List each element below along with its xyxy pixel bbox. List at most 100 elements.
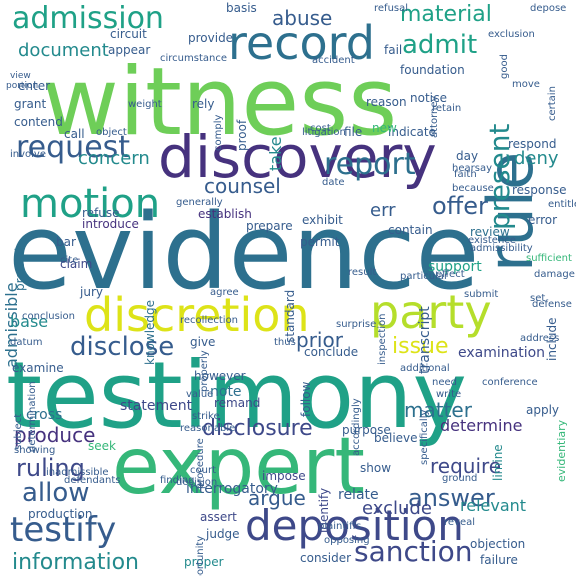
word-specifically: specifically — [419, 409, 430, 465]
word-accident: accident — [312, 55, 355, 66]
word-notice: notice — [410, 91, 447, 105]
word-statement: statement — [120, 398, 193, 414]
word-limine: limine — [491, 444, 505, 481]
word-request: request — [16, 130, 131, 165]
word-day: day — [456, 149, 479, 163]
word-move: move — [512, 79, 540, 90]
word-damage: damage — [534, 269, 575, 280]
word-examine: examine — [12, 361, 64, 375]
word-entitle: entitle — [548, 199, 576, 210]
word-determination: determination — [27, 381, 38, 452]
word-standard: standard — [283, 289, 297, 343]
word-surprise: surprise — [336, 319, 377, 330]
word-however: however — [194, 369, 246, 383]
word-new: new — [372, 121, 397, 135]
word-cite: cite — [60, 255, 79, 266]
word-cost: cost — [310, 123, 331, 134]
word-respond: respond — [508, 137, 557, 151]
word-rely: rely — [192, 97, 215, 111]
word-inspection: inspection — [377, 313, 388, 365]
word-review: review — [470, 225, 510, 239]
word-thus: thus — [274, 337, 296, 348]
word-failure: failure — [480, 553, 518, 567]
word-litigation: litigation — [302, 127, 346, 138]
word-defense: defense — [532, 299, 572, 310]
word-knowledge: knowledge — [143, 299, 157, 365]
word-fail: fail — [384, 43, 403, 57]
word-assert: assert — [200, 510, 237, 524]
word-witness: witness — [42, 48, 398, 157]
word-refuse: refuse — [82, 206, 120, 220]
word-particular: particular — [400, 271, 449, 282]
word-defendants: defendants — [64, 475, 121, 486]
word-report: report — [324, 147, 416, 182]
word-decision: decision — [176, 477, 218, 488]
word-permit: permit — [300, 235, 340, 249]
word-contain: contain — [388, 223, 433, 237]
word-counsel: counsel — [204, 174, 281, 198]
word-set: set — [530, 293, 546, 304]
word-foundation: foundation — [400, 63, 465, 77]
word-determine: determine — [440, 416, 523, 435]
word-argue: argue — [248, 486, 306, 510]
word-recollection: recollection — [180, 315, 239, 326]
word-pretrial: pretrial — [13, 247, 27, 291]
word-production: production — [28, 507, 93, 521]
word-discretion: discretion — [84, 288, 310, 342]
word-require: require — [430, 454, 502, 478]
word-motion: motion — [20, 181, 161, 227]
word-opportunity: opportunity — [195, 535, 206, 576]
word-certain: certain — [547, 86, 558, 121]
word-file: file — [344, 125, 363, 139]
word-cross: cross — [26, 407, 63, 423]
word-showing: showing — [14, 445, 56, 456]
word-issue: issue — [392, 334, 449, 359]
word-weight: weight — [128, 99, 162, 110]
word-support: support — [428, 259, 482, 275]
word-result: result — [348, 267, 377, 278]
word-date: date — [322, 177, 345, 188]
word-value: value — [186, 389, 214, 400]
word-sanction: sanction — [354, 535, 473, 568]
word-judge: judge — [206, 527, 240, 541]
word-call: call — [64, 127, 85, 141]
word-prior: prior — [296, 328, 343, 352]
word-effect: effect — [436, 269, 465, 280]
word-claim: claim — [60, 257, 93, 271]
word-good: good — [499, 54, 510, 79]
word-contend: contend — [14, 115, 63, 129]
word-exclude: exclude — [362, 498, 432, 519]
word-refusal: refusal — [374, 3, 409, 14]
word-sufficient: sufficient — [526, 253, 572, 264]
word-jury: jury — [80, 285, 103, 299]
word-seek: seek — [88, 439, 116, 453]
word-depose: depose — [530, 3, 567, 14]
word-give: give — [190, 335, 216, 349]
word-error: error — [528, 213, 558, 227]
word-offer: offer — [432, 192, 488, 220]
word-address: address — [520, 333, 560, 344]
word-ruling: ruling — [16, 454, 85, 482]
word-answer: answer — [408, 484, 495, 512]
word-discovery: discovery — [158, 123, 437, 191]
word-proper: proper — [184, 555, 224, 569]
word-document: document — [18, 40, 109, 61]
word-opposing: opposing — [324, 535, 370, 546]
word-hearsay: hearsay — [452, 163, 492, 174]
word-object: object — [96, 127, 127, 138]
word-indicate: indicate — [388, 125, 436, 139]
word-attorney: attorney — [429, 95, 440, 138]
word-testify: testify — [10, 510, 117, 550]
word-objection: objection — [470, 537, 526, 551]
word-reasonable: reasonable — [180, 423, 236, 434]
word-admit: admit — [402, 30, 478, 60]
word-appear: appear — [108, 43, 151, 57]
word-relevant: relevant — [460, 496, 527, 515]
word-material: material — [400, 2, 492, 27]
word-write: write — [436, 389, 462, 400]
word-allow: allow — [22, 478, 90, 508]
word-disclosure: disclosure — [202, 416, 313, 441]
word-interrogatory: interrogatory — [186, 481, 278, 497]
word-involve: involve — [10, 149, 47, 160]
word-datum: datum — [10, 337, 43, 348]
